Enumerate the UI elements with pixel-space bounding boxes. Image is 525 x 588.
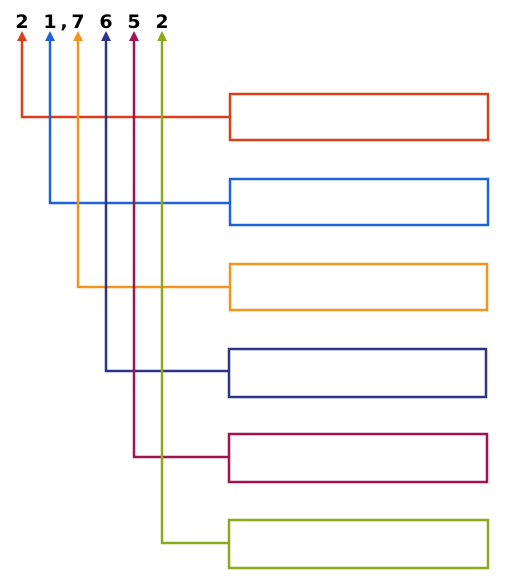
digit-label: 2 [155, 11, 168, 33]
connector-line [101, 31, 230, 373]
number-labels: 2 1 , 7 6 5 2 [15, 11, 168, 33]
answer-box[interactable] [228, 177, 490, 227]
comma-label: , [60, 11, 67, 33]
connector-line [73, 31, 230, 289]
answer-box[interactable] [227, 347, 488, 399]
connector-line [157, 31, 230, 545]
connector-line [129, 31, 230, 459]
connector-line [45, 31, 230, 205]
digit-label: 2 [15, 11, 28, 33]
digit-label: 5 [127, 11, 140, 33]
digit-label: 6 [99, 11, 112, 33]
connector-line [17, 31, 230, 119]
digit-label: 1 [43, 11, 56, 33]
answer-boxes [227, 92, 490, 570]
answer-box[interactable] [228, 262, 489, 312]
answer-box[interactable] [227, 518, 490, 570]
answer-box[interactable] [228, 92, 490, 142]
digit-label: 7 [71, 11, 84, 33]
answer-box[interactable] [227, 432, 489, 484]
connector-lines [17, 31, 230, 545]
